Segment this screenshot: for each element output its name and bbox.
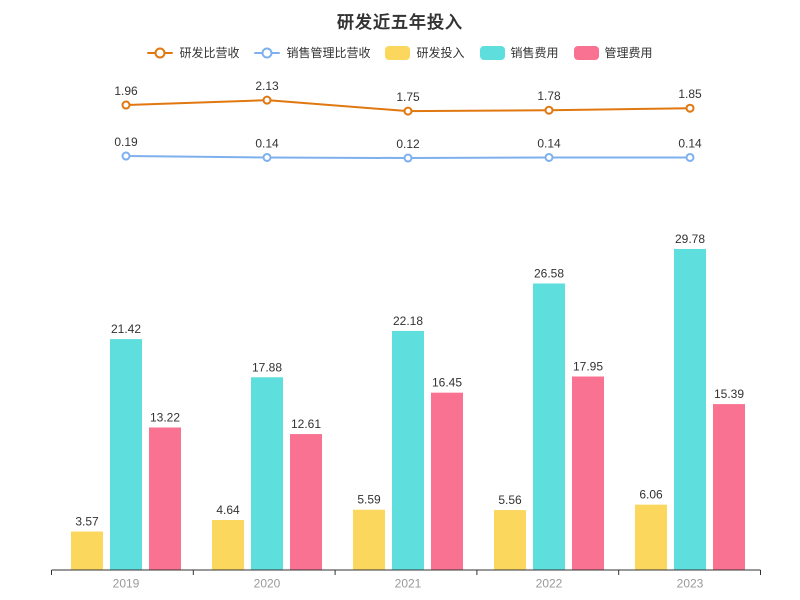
bar-value-label: 17.88 [252,360,282,374]
bar-value-label: 5.59 [357,493,381,507]
legend-swatch-icon [479,45,505,60]
bar-sales-expense-2019 [110,339,142,570]
bar-rd-investment-2021 [353,509,385,570]
bar-mgmt-expense-2021 [431,392,463,570]
bar-mgmt-expense-2022 [572,376,604,570]
line-value-label: 1.78 [537,89,561,103]
x-axis-category-label: 2021 [395,577,422,591]
bar-sales-expense-2020 [251,377,283,570]
bar-value-label: 17.95 [573,359,603,373]
bar-value-label: 6.06 [639,488,663,502]
line-value-label: 1.96 [114,84,138,98]
legend-swatch-icon [385,45,411,60]
bar-sales-expense-2021 [392,330,424,570]
legend-item-rd-investment[interactable]: 研发投入 [385,44,465,61]
point-rd-ratio-2020 [262,95,272,105]
bar-value-label: 5.56 [498,493,522,507]
line-value-label: 1.75 [396,90,420,104]
bar-value-label: 16.45 [432,376,462,390]
legend-item-mgmt-expense[interactable]: 管理费用 [573,44,653,61]
bar-mgmt-expense-2020 [290,434,322,570]
x-axis-category-label: 2019 [113,577,140,591]
line-value-label: 0.19 [114,135,138,149]
chart-title: 研发近五年投入 [337,13,463,32]
bar-mgmt-expense-2023 [713,404,745,570]
legend-item-sm-ratio[interactable]: 销售管理比营收 [254,44,370,61]
point-rd-ratio-2019 [121,100,131,110]
point-rd-ratio-2021 [403,106,413,116]
legend-circle-icon [261,47,273,58]
x-axis-category-label: 2023 [677,577,704,591]
bar-value-label: 29.78 [675,232,705,246]
line-value-label: 2.13 [255,79,279,93]
point-rd-ratio-2023 [685,103,695,113]
legend-label: 研发投入 [416,46,465,60]
bar-mgmt-expense-2019 [149,427,181,570]
line-value-label: 0.14 [537,136,561,150]
point-sm-ratio-2022 [544,152,554,162]
line-value-label: 0.14 [678,136,702,150]
line-value-label: 0.14 [255,136,279,150]
bar-rd-investment-2023 [635,504,667,570]
line-value-label: 0.12 [396,137,420,151]
legend-circle-icon [154,47,166,58]
point-sm-ratio-2019 [121,151,131,161]
point-sm-ratio-2020 [262,152,272,162]
legend-label: 销售费用 [510,46,559,60]
legend-line-marker-icon [254,47,281,58]
point-sm-ratio-2023 [685,152,695,162]
line-value-label: 1.85 [678,87,702,101]
bar-value-label: 12.61 [291,417,321,431]
bar-sales-expense-2023 [674,248,706,570]
x-axis-category-label: 2020 [254,577,281,591]
bar-value-label: 22.18 [393,314,423,328]
legend-label: 销售管理比营收 [286,46,371,60]
legend-label: 研发比营收 [179,46,240,60]
bar-value-label: 21.42 [111,322,141,336]
bar-rd-investment-2019 [71,531,103,570]
legend-line-marker-icon [147,47,174,58]
x-axis-category-label: 2022 [536,577,563,591]
legend-swatch-icon [573,45,599,60]
bar-sales-expense-2022 [533,283,565,570]
bar-value-label: 13.22 [150,410,180,424]
bar-rd-investment-2022 [494,510,526,570]
legend: 研发比营收 销售管理比营收 研发投入 销售费用 管理费用 [0,44,800,61]
point-sm-ratio-2021 [403,153,413,163]
legend-item-rd-ratio[interactable]: 研发比营收 [147,44,239,61]
bar-value-label: 15.39 [714,387,744,401]
bar-rd-investment-2020 [212,519,244,570]
bar-value-label: 26.58 [534,266,564,280]
legend-item-sales-expense[interactable]: 销售费用 [479,44,559,61]
legend-label: 管理费用 [604,46,653,60]
bar-value-label: 3.57 [75,515,99,529]
point-rd-ratio-2022 [544,105,554,115]
bar-value-label: 4.64 [216,503,240,517]
